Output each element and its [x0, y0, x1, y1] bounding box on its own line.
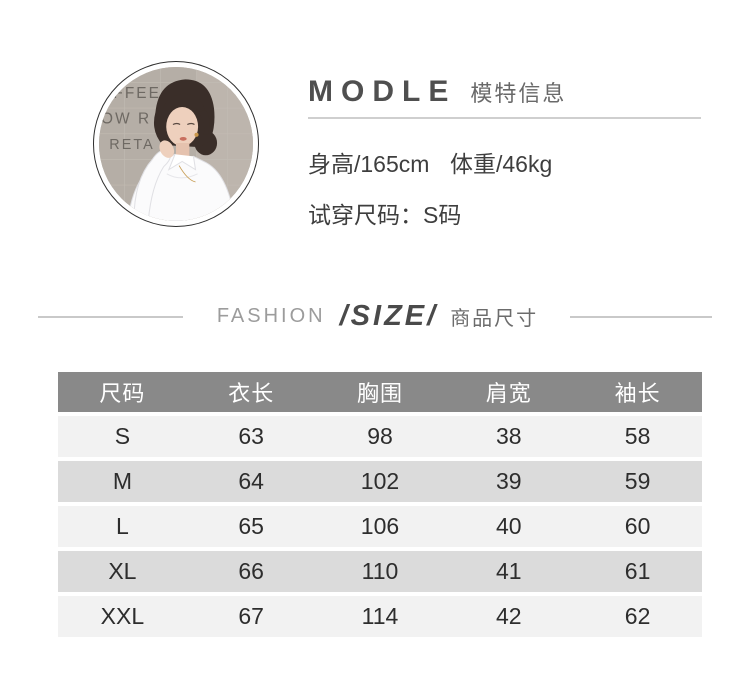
cell-bust: 110: [361, 558, 399, 584]
cell-shoulder: 40: [495, 513, 522, 539]
cell-sleeve: 58: [624, 423, 651, 449]
heading-divider-right: [570, 315, 713, 318]
model-title-en: MODLE: [308, 75, 457, 108]
cell-length: 64: [238, 468, 264, 494]
cell-length: 66: [238, 558, 264, 584]
model-fit-size: 试穿尺码：S码: [308, 202, 462, 228]
col-header-bust: 胸围: [356, 381, 403, 406]
col-header-shoulder: 肩宽: [485, 381, 532, 406]
cell-sleeve: 60: [624, 513, 651, 539]
model-info-section: MODLE 模特信息 身高/165cm 体重/46kg 试穿尺码：S码: [308, 76, 701, 230]
cell-bust: 102: [360, 468, 400, 494]
table-row-xxl: XXL 67 114 42 62: [58, 596, 702, 637]
cell-bust: 98: [367, 423, 393, 449]
cell-length: 65: [238, 513, 264, 539]
cell-sleeve: 59: [624, 468, 651, 494]
size-heading-zh: 商品尺寸: [450, 308, 539, 330]
model-photo: FFEE OW R RETA 2F: [99, 67, 253, 221]
cell-size: L: [116, 513, 129, 539]
model-photo-ring: FFEE OW R RETA 2F: [93, 61, 259, 227]
table-row-xl: XL 66 110 41 61: [58, 551, 702, 592]
table-row-s: S 63 98 38 58: [58, 416, 702, 457]
model-title-zh: 模特信息: [470, 81, 567, 106]
heading-divider-left: [37, 315, 183, 318]
cell-shoulder: 38: [495, 423, 522, 449]
cell-shoulder: 41: [495, 558, 522, 584]
model-height: 身高/165cm: [308, 151, 430, 177]
size-table-body: S 63 98 38 58 M 64 102 39 59 L 65 106 40…: [58, 416, 702, 637]
cell-size: M: [112, 468, 132, 494]
cell-bust: 106: [360, 513, 400, 539]
cell-size: XXL: [100, 603, 145, 629]
cell-sleeve: 61: [624, 558, 651, 584]
table-row-m: M 64 102 39 59: [58, 461, 702, 502]
cell-sleeve: 62: [624, 603, 651, 629]
model-stats-row: 身高/165cm 体重/46kg: [308, 145, 701, 179]
model-info-title: MODLE 模特信息: [308, 76, 701, 108]
cell-size: S: [114, 423, 131, 449]
cell-length: 67: [238, 603, 264, 629]
model-photo-illustration: FFEE OW R RETA 2F: [99, 67, 253, 221]
photo-wall-text-coffee: FFEE: [113, 85, 161, 102]
table-row-l: L 65 106 40 60: [58, 506, 702, 547]
model-weight: 体重/46kg: [450, 151, 553, 177]
size-table-header-row: 尺码 衣长 胸围 肩宽 袖长: [58, 372, 702, 412]
col-header-size: 尺码: [99, 381, 146, 406]
size-heading-fashion: FASHION: [216, 305, 326, 327]
cell-shoulder: 39: [495, 468, 522, 494]
cell-shoulder: 42: [495, 603, 522, 629]
cell-bust: 114: [361, 603, 399, 629]
size-table: 尺码 衣长 胸围 肩宽 袖长 S 63 98 38 58 M 64 102 39…: [58, 372, 702, 637]
size-section-heading: FASHION /SIZE/ 商品尺寸: [0, 300, 750, 333]
cell-size: XL: [108, 558, 137, 584]
cell-length: 63: [238, 423, 264, 449]
col-header-sleeve: 袖长: [614, 381, 661, 406]
size-heading-size: /SIZE/: [339, 300, 439, 332]
col-header-length: 衣长: [228, 381, 275, 406]
photo-wall-text-show: OW R: [101, 110, 151, 127]
photo-wall-text-retail: RETA: [109, 137, 154, 153]
model-title-underline: [308, 117, 701, 119]
